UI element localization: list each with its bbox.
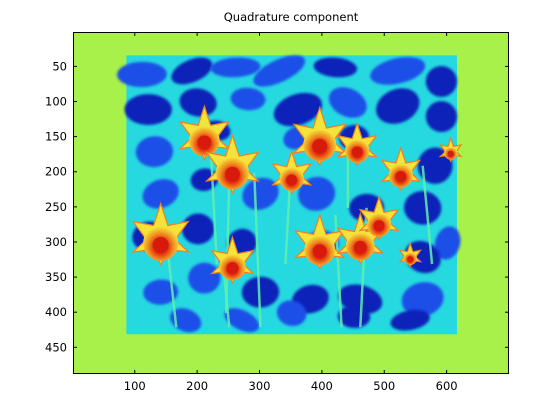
y-tick-label: 300	[45, 235, 67, 249]
leaf-blob	[143, 279, 179, 305]
stem	[421, 165, 434, 265]
x-tick-label: 200	[186, 379, 208, 393]
leaf-blob	[404, 191, 442, 225]
leaf-blob	[376, 88, 420, 124]
leaf-blob	[417, 147, 453, 184]
x-axis: 100 200 300 400 500 600	[124, 32, 458, 393]
flower-core	[351, 146, 363, 158]
leaf-blob	[135, 136, 174, 168]
flower-core	[373, 220, 385, 232]
x-tick-label: 300	[249, 379, 271, 393]
leaf-blob	[117, 61, 167, 88]
leaf-blob	[142, 179, 179, 209]
leaf-blob	[188, 262, 221, 294]
flower-core	[224, 166, 240, 182]
leaf-blob	[253, 55, 306, 87]
x-tick-label: 400	[311, 379, 333, 393]
y-tick-label: 400	[45, 305, 67, 319]
y-tick-label: 250	[45, 200, 67, 214]
leaf-blob	[370, 57, 426, 85]
flower-core	[395, 171, 407, 182]
leaf-blob	[230, 87, 266, 111]
flower-core	[312, 138, 328, 154]
x-tick-label: 600	[436, 379, 458, 393]
leaf-blob	[179, 88, 217, 117]
flower-core	[197, 135, 212, 150]
y-tick-label: 450	[45, 340, 67, 354]
flower-core	[312, 244, 327, 259]
flower-core	[286, 174, 298, 186]
leaf-blob	[170, 308, 202, 333]
leaf-blob	[313, 57, 358, 78]
leaf-blob	[210, 57, 261, 78]
leaf-blob	[224, 308, 260, 333]
y-axis: 50 100 150 200 250 300 350 400 450	[45, 59, 509, 354]
leaf-blob	[328, 87, 367, 118]
heatmap-image	[74, 33, 508, 373]
x-tick-label: 500	[373, 379, 395, 393]
stem	[209, 144, 219, 265]
flower-core	[152, 236, 169, 253]
leaf-blob	[124, 94, 172, 125]
stem	[253, 172, 262, 328]
y-tick-label: 50	[52, 59, 67, 73]
x-tick-label: 100	[124, 379, 146, 393]
leaf-blob	[425, 66, 457, 97]
leaf-blob	[181, 213, 215, 245]
chart-title: Quadrature component	[223, 10, 359, 24]
flower-core	[226, 262, 239, 275]
flower-core	[447, 150, 454, 157]
leaf-blob	[241, 276, 280, 308]
leaf-blob	[273, 92, 323, 127]
flower-core	[407, 256, 414, 262]
leaf-blob	[276, 300, 307, 326]
y-tick-label: 200	[45, 165, 67, 179]
y-tick-label: 150	[45, 130, 67, 144]
image-content	[117, 55, 463, 335]
flower-core	[353, 240, 367, 254]
leaf-blob	[390, 309, 430, 331]
leaf-blob	[401, 282, 444, 317]
leaf-blob	[171, 57, 213, 85]
leaf-blob	[298, 176, 336, 211]
leaf-blob	[434, 226, 461, 260]
y-tick-label: 350	[45, 270, 67, 284]
y-tick-label: 100	[45, 95, 67, 109]
leaf-blob	[425, 101, 457, 133]
leaf-blob	[242, 177, 279, 210]
heatmap-plot-area	[73, 32, 509, 374]
